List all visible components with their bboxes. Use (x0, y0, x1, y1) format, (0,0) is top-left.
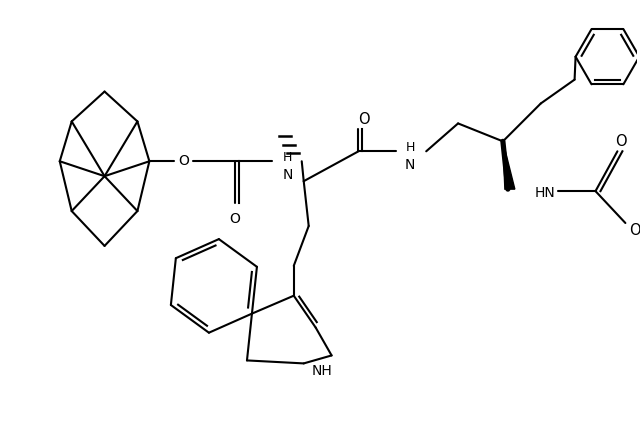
Text: O: O (178, 154, 189, 168)
Text: H: H (406, 141, 415, 154)
Text: N: N (283, 168, 293, 182)
Text: NH: NH (311, 364, 332, 378)
Text: HN: HN (535, 186, 556, 200)
Text: N: N (405, 158, 415, 172)
Polygon shape (503, 141, 515, 189)
Text: O: O (616, 134, 627, 149)
Text: O: O (358, 112, 369, 127)
Text: H: H (283, 151, 292, 164)
Text: O: O (630, 223, 640, 239)
Text: O: O (230, 212, 241, 226)
